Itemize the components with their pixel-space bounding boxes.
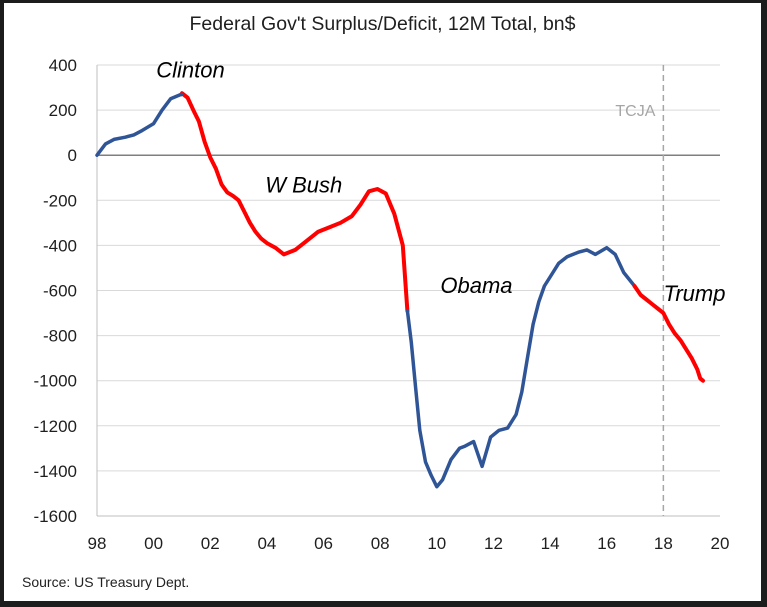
- annotation-label: Obama: [440, 273, 512, 298]
- y-tick-label: 0: [68, 146, 77, 165]
- chart-title: Federal Gov't Surplus/Deficit, 12M Total…: [189, 13, 576, 35]
- y-tick-label: -400: [43, 236, 77, 255]
- annotation-label: Trump: [664, 281, 726, 306]
- annotation-label: Clinton: [156, 58, 224, 83]
- chart-source: Source: US Treasury Dept.: [22, 574, 190, 590]
- x-tick-label: 18: [654, 534, 673, 553]
- y-tick-label: -1200: [34, 417, 77, 436]
- y-tick-label: -1600: [34, 507, 77, 526]
- series-line-blue: [95, 92, 184, 157]
- tcja-label: TCJA: [615, 103, 655, 120]
- x-tick-label: 20: [711, 534, 730, 553]
- x-tick-label: 02: [201, 534, 220, 553]
- series-line-red: [632, 284, 705, 383]
- y-tick-label: -800: [43, 327, 77, 346]
- chart-plot: 4002000-200-400-600-800-1000-1200-1400-1…: [34, 56, 730, 553]
- x-tick-label: 08: [371, 534, 390, 553]
- y-tick-label: 200: [49, 101, 77, 120]
- x-tick-label: 04: [257, 534, 276, 553]
- y-tick-label: 400: [49, 56, 77, 75]
- annotation-label: W Bush: [265, 173, 342, 198]
- x-tick-label: 12: [484, 534, 503, 553]
- x-tick-label: 14: [541, 534, 560, 553]
- y-tick-label: -600: [43, 282, 77, 301]
- y-tick-label: -1400: [34, 462, 77, 481]
- x-tick-label: 16: [597, 534, 616, 553]
- series-line-blue: [405, 245, 637, 489]
- chart-frame: Federal Gov't Surplus/Deficit, 12M Total…: [4, 3, 761, 601]
- x-tick-label: 10: [427, 534, 446, 553]
- x-tick-label: 98: [88, 534, 107, 553]
- y-tick-label: -1000: [34, 372, 77, 391]
- x-tick-label: 00: [144, 534, 163, 553]
- x-tick-label: 06: [314, 534, 333, 553]
- series-line-red: [179, 91, 410, 313]
- y-tick-label: -200: [43, 191, 77, 210]
